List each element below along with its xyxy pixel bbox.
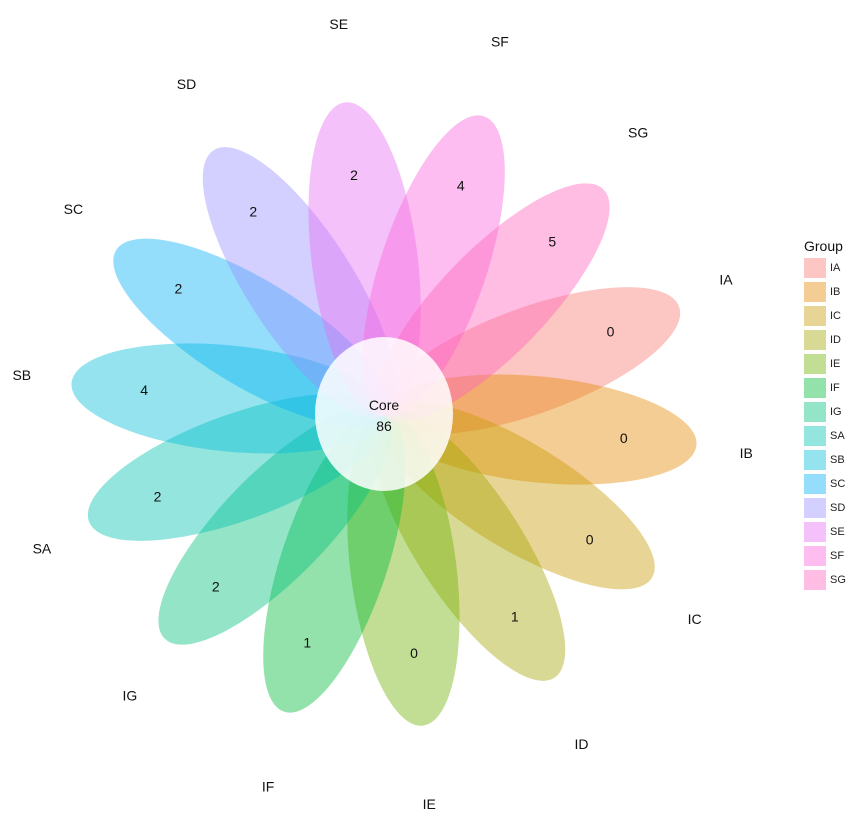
- legend-label: SD: [830, 502, 846, 514]
- legend-label: SA: [830, 430, 845, 442]
- petal-ic: [379, 401, 655, 590]
- legend-item-ie: IE: [804, 352, 850, 376]
- petal-sb: [71, 343, 387, 454]
- core: Core 86: [315, 337, 453, 491]
- core-label: Core: [369, 397, 400, 413]
- legend-swatch: [804, 378, 826, 398]
- legend-swatch: [804, 474, 826, 494]
- group-label-id: ID: [574, 736, 588, 752]
- legend-item-ib: IB: [804, 280, 850, 304]
- legend-label: IC: [830, 310, 841, 322]
- group-label-sa: SA: [33, 540, 52, 556]
- legend-item-if: IF: [804, 376, 850, 400]
- legend-item-sf: SF: [804, 544, 850, 568]
- legend-item-ig: IG: [804, 400, 850, 424]
- legend-swatch: [804, 522, 826, 542]
- legend-label: IF: [830, 382, 840, 394]
- petal-count-ib: 0: [620, 430, 628, 446]
- group-label-if: IF: [262, 779, 274, 795]
- legend-item-id: ID: [804, 328, 850, 352]
- group-label-sd: SD: [177, 76, 196, 92]
- legend-swatch: [804, 306, 826, 326]
- legend-item-sg: SG: [804, 568, 850, 592]
- legend-label: IA: [830, 262, 841, 274]
- legend-label: IE: [830, 358, 841, 370]
- group-label-sf: SF: [491, 33, 509, 49]
- legend-label: ID: [830, 334, 841, 346]
- group-label-sg: SG: [628, 125, 648, 141]
- legend-swatch: [804, 402, 826, 422]
- petal-count-if: 1: [303, 634, 311, 650]
- group-labels-layer: IA IB IC ID IE IF IG SA SB SC SD SE SF SG: [12, 16, 752, 812]
- counts-layer: 0 0 0 1 0 1 2 2 4 2 2 2 4 5: [140, 167, 628, 661]
- petal-count-sc: 2: [174, 280, 182, 296]
- legend: Group IA IB IC ID IE IF IG SA SB SC SD SE SF SG: [804, 238, 850, 592]
- legend-item-sa: SA: [804, 424, 850, 448]
- group-label-ia: IA: [719, 272, 733, 288]
- legend-label: SF: [830, 550, 845, 562]
- group-label-se: SE: [329, 16, 348, 32]
- legend-item-ia: IA: [804, 256, 850, 280]
- legend-swatch: [804, 546, 826, 566]
- legend-label: SC: [830, 478, 846, 490]
- group-label-ic: IC: [688, 611, 702, 627]
- legend-item-ic: IC: [804, 304, 850, 328]
- legend-item-sd: SD: [804, 496, 850, 520]
- group-label-ib: IB: [740, 445, 753, 461]
- legend-label: SB: [830, 454, 845, 466]
- legend-label: SE: [830, 526, 845, 538]
- legend-swatch: [804, 426, 826, 446]
- petal-count-sb: 4: [140, 382, 148, 398]
- group-label-sb: SB: [12, 367, 31, 383]
- petal-count-sd: 2: [249, 204, 257, 220]
- legend-label: SG: [830, 574, 846, 586]
- petal-count-id: 1: [511, 608, 519, 624]
- petal-count-ic: 0: [586, 532, 594, 548]
- group-label-sc: SC: [64, 201, 83, 217]
- legend-swatch: [804, 282, 826, 302]
- petal-count-se: 2: [350, 167, 358, 183]
- legend-title: Group: [804, 238, 843, 254]
- petal-count-sf: 4: [457, 178, 465, 194]
- legend-label: IG: [830, 406, 842, 418]
- legend-item-sb: SB: [804, 448, 850, 472]
- flower-diagram: 0 0 0 1 0 1 2 2 4 2 2 2 4 5 IA IB IC ID IE IF IG SA SB SC SD SE S…: [12, 16, 752, 812]
- group-label-ie: IE: [423, 796, 436, 812]
- core-circle: [315, 337, 453, 491]
- petal-count-sg: 5: [548, 233, 556, 249]
- petal-count-ig: 2: [212, 579, 220, 595]
- legend-swatch: [804, 450, 826, 470]
- core-value: 86: [376, 418, 392, 434]
- legend-label: IB: [830, 286, 841, 298]
- legend-swatch: [804, 498, 826, 518]
- petal-count-ie: 0: [410, 645, 418, 661]
- petal-sa: [87, 393, 387, 541]
- petal-sc: [113, 238, 389, 427]
- petal-ia: [381, 287, 681, 435]
- legend-swatch: [804, 354, 826, 374]
- legend-swatch: [804, 330, 826, 350]
- group-label-ig: IG: [122, 687, 137, 703]
- petal-count-ia: 0: [607, 324, 615, 340]
- legend-swatch: [804, 258, 826, 278]
- legend-swatch: [804, 570, 826, 590]
- legend-item-se: SE: [804, 520, 850, 544]
- legend-items: IA IB IC ID IE IF IG SA SB SC SD SE SF SG: [804, 256, 850, 592]
- legend-item-sc: SC: [804, 472, 850, 496]
- petal-count-sa: 2: [154, 488, 162, 504]
- petal-ib: [381, 374, 697, 485]
